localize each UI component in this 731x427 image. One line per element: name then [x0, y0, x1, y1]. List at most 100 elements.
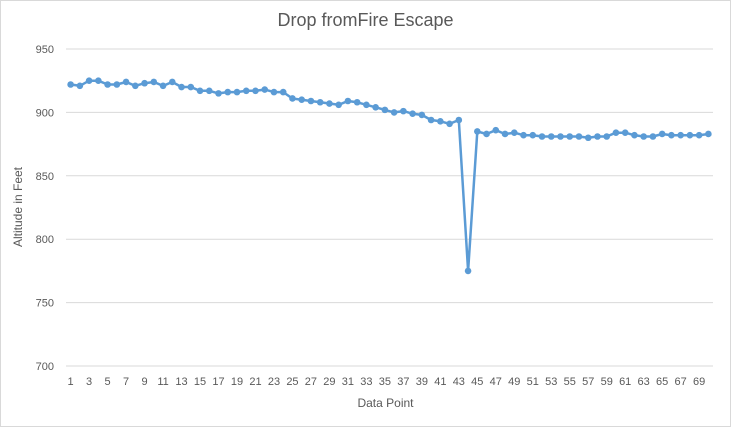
x-tick-label: 37: [397, 376, 409, 388]
x-axis-ticks: 1 3 5 7 9 11 13 15 17 19 21 23 25 27 29 31 33 35 37 39 41 43 4…: [68, 376, 706, 388]
data-point-marker: [279, 88, 287, 96]
data-point-marker: [409, 110, 416, 117]
data-point-marker: [289, 95, 296, 102]
data-point-marker: [621, 129, 629, 136]
data-point-marker: [547, 133, 555, 140]
data-point-marker: [344, 97, 352, 105]
data-point-marker: [316, 98, 324, 106]
x-tick-label: 15: [194, 376, 206, 388]
x-tick-label: 63: [638, 376, 650, 388]
data-point-marker: [464, 267, 472, 275]
data-point-marker: [326, 100, 333, 107]
x-tick-label: 11: [157, 376, 168, 388]
data-point-marker: [640, 133, 647, 140]
x-tick-label: 29: [323, 376, 335, 388]
x-tick-label: 33: [360, 376, 372, 388]
x-tick-label: 35: [379, 376, 391, 388]
data-point-marker: [695, 131, 703, 139]
data-point-marker: [677, 131, 684, 139]
data-point-marker: [603, 133, 611, 140]
data-point-marker: [122, 78, 130, 86]
x-tick-label: 61: [619, 376, 631, 388]
data-point-marker: [104, 81, 111, 88]
data-point-marker: [132, 82, 139, 90]
data-point-marker: [196, 87, 204, 95]
data-point-marker: [270, 88, 278, 96]
y-tick-label: 950: [36, 44, 54, 56]
x-tick-label: 41: [434, 376, 446, 388]
x-tick-label: 65: [656, 376, 668, 388]
y-axis-ticks: 700 750 800 850 900 950: [36, 44, 54, 373]
data-point-marker: [631, 131, 638, 139]
data-point-marker: [437, 117, 444, 125]
data-point-marker: [178, 83, 185, 91]
y-tick-label: 750: [36, 298, 54, 310]
data-point-marker: [381, 106, 389, 114]
data-point-marker: [261, 86, 269, 93]
data-point-marker: [658, 130, 666, 138]
data-point-marker: [353, 98, 361, 106]
x-tick-label: 21: [249, 376, 261, 388]
data-point-marker: [538, 133, 546, 140]
y-tick-label: 850: [36, 171, 54, 183]
data-point-marker: [67, 81, 74, 88]
data-point-marker: [215, 90, 222, 97]
x-axis-label: Data Point: [357, 396, 414, 410]
x-tick-label: 7: [123, 376, 129, 388]
data-point-marker: [705, 130, 712, 138]
data-point-marker: [168, 78, 176, 86]
x-tick-label: 9: [142, 376, 148, 388]
data-point-marker: [150, 78, 158, 86]
y-tick-label: 800: [36, 234, 54, 246]
x-tick-label: 69: [693, 376, 705, 388]
x-tick-label: 13: [175, 376, 187, 388]
data-point-marker: [492, 126, 500, 134]
gridlines: [66, 48, 713, 367]
data-point-marker: [566, 133, 574, 140]
data-point-marker: [363, 101, 370, 109]
data-point-marker: [205, 87, 213, 95]
x-tick-label: 45: [471, 376, 483, 388]
y-tick-label: 700: [36, 361, 54, 373]
data-point-marker: [510, 129, 518, 136]
data-point-marker: [224, 88, 232, 96]
data-point-marker: [612, 129, 620, 136]
x-tick-label: 59: [601, 376, 613, 388]
data-point-marker: [159, 82, 167, 90]
x-tick-label: 31: [342, 376, 354, 388]
data-point-marker: [668, 131, 675, 139]
y-tick-label: 900: [36, 107, 54, 119]
data-point-marker: [233, 88, 241, 96]
data-point-marker: [584, 134, 592, 142]
x-tick-label: 39: [416, 376, 428, 388]
x-tick-label: 53: [545, 376, 557, 388]
data-point-marker: [427, 116, 435, 124]
data-point-marker: [483, 130, 490, 138]
x-tick-label: 67: [675, 376, 687, 388]
data-point-marker: [390, 109, 398, 116]
x-tick-label: 49: [508, 376, 520, 388]
x-tick-label: 25: [286, 376, 298, 388]
data-point-marker: [85, 77, 93, 84]
x-tick-label: 19: [231, 376, 243, 388]
data-point-marker: [113, 81, 121, 88]
data-point-marker: [474, 128, 481, 135]
data-point-marker: [649, 133, 657, 140]
data-point-marker: [455, 116, 463, 124]
x-tick-label: 55: [564, 376, 576, 388]
x-tick-label: 27: [305, 376, 317, 388]
data-point-marker: [520, 131, 527, 139]
chart-title: Drop fromFire Escape: [277, 10, 454, 30]
data-point-marker: [446, 120, 453, 128]
x-tick-label: 5: [105, 376, 111, 388]
x-tick-label: 43: [453, 376, 465, 388]
data-point-marker: [298, 96, 305, 104]
data-point-marker: [335, 101, 342, 109]
x-tick-label: 23: [268, 376, 280, 388]
data-point-marker: [418, 111, 426, 119]
x-tick-label: 51: [527, 376, 539, 388]
data-point-marker: [76, 82, 84, 90]
data-point-marker: [501, 130, 509, 138]
